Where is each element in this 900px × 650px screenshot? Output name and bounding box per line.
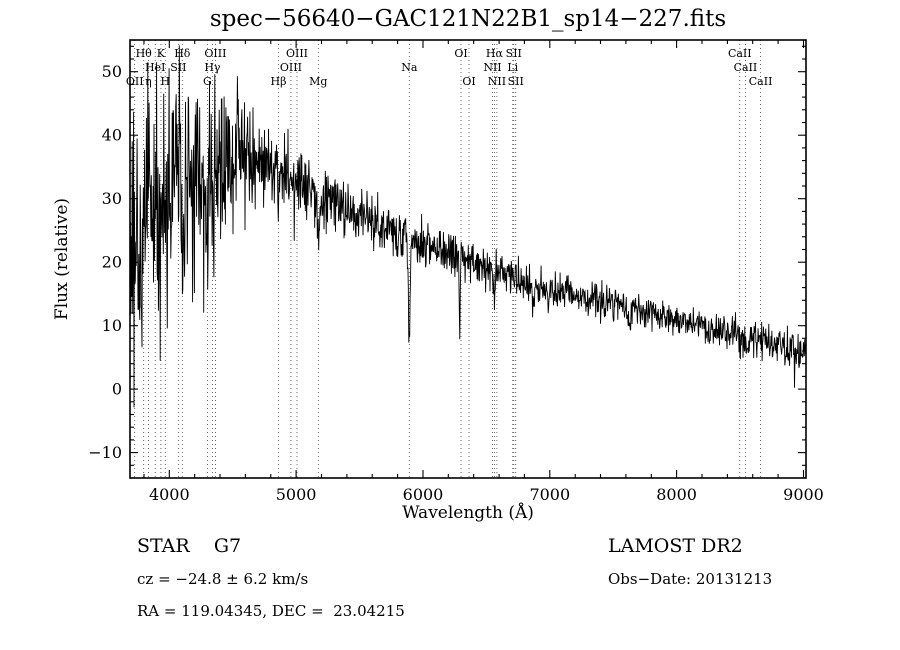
x-tick-label: 4000 bbox=[149, 485, 190, 504]
object-classification: STAR G7 bbox=[137, 535, 242, 557]
line-label-Hβ: Hβ bbox=[271, 75, 287, 88]
line-label-Mg: Mg bbox=[309, 75, 327, 88]
line-label-CaII: CaII bbox=[734, 61, 758, 74]
line-label-Na: Na bbox=[401, 61, 418, 74]
line-label-Hγ: Hγ bbox=[204, 61, 221, 74]
line-label-K: K bbox=[157, 47, 166, 60]
x-tick-label: 5000 bbox=[276, 485, 317, 504]
y-tick-label: 0 bbox=[112, 380, 122, 399]
y-tick-label: 50 bbox=[102, 62, 122, 81]
line-label-H: H bbox=[161, 75, 171, 88]
line-label-OIII: OIII bbox=[204, 47, 226, 60]
line-label-NII: NII bbox=[483, 61, 501, 74]
line-label-OIII: OIII bbox=[280, 61, 302, 74]
line-label-Hα: Hα bbox=[486, 47, 504, 60]
line-label-HeI: HeI bbox=[145, 61, 165, 74]
line-label-Hθ: Hθ bbox=[136, 47, 153, 60]
x-tick-label: 7000 bbox=[529, 485, 570, 504]
line-label-OIII: OIII bbox=[286, 47, 308, 60]
y-tick-label: −10 bbox=[88, 443, 122, 462]
x-tick-labels: 4000 5000 6000 7000 8000 9000 bbox=[149, 485, 824, 504]
line-label-OII: OII bbox=[126, 75, 144, 88]
obs-date: Obs−Date: 20131213 bbox=[608, 570, 773, 588]
line-label-G: G bbox=[203, 75, 212, 88]
line-label-SII: SII bbox=[506, 47, 522, 60]
line-label-OI: OI bbox=[462, 75, 475, 88]
line-label-SII: SII bbox=[170, 61, 186, 74]
y-tick-labels: −10 0 10 20 30 40 50 bbox=[88, 62, 122, 462]
plot-frame bbox=[129, 39, 807, 479]
line-label-CaII: CaII bbox=[749, 75, 773, 88]
y-tick-label: 40 bbox=[102, 126, 122, 145]
x-tick-label: 6000 bbox=[403, 485, 444, 504]
line-label-NII: NII bbox=[488, 75, 506, 88]
y-tick-label: 30 bbox=[102, 189, 122, 208]
axis-ticks bbox=[130, 40, 806, 479]
spectrum-trace bbox=[130, 45, 806, 408]
line-label-CaII: CaII bbox=[728, 47, 752, 60]
radial-velocity: cz = −24.8 ± 6.2 km/s bbox=[137, 570, 309, 588]
line-label-Hδ: Hδ bbox=[174, 47, 191, 60]
y-tick-label: 20 bbox=[102, 253, 122, 272]
line-label-OI: OI bbox=[454, 47, 467, 60]
plot-title: spec−56640−GAC121N22B1_sp14−227.fits bbox=[209, 6, 727, 32]
y-tick-label: 10 bbox=[102, 316, 122, 335]
survey-name: LAMOST DR2 bbox=[608, 535, 743, 557]
line-label-SII: SII bbox=[508, 75, 524, 88]
x-axis-label: Wavelength (Å) bbox=[402, 503, 534, 523]
x-tick-label: 8000 bbox=[656, 485, 697, 504]
y-axis-label: Flux (relative) bbox=[52, 197, 72, 321]
line-label-Li: Li bbox=[507, 61, 518, 74]
coordinates: RA = 119.04345, DEC = 23.04215 bbox=[137, 602, 405, 620]
x-tick-label: 9000 bbox=[783, 485, 824, 504]
line-label-η: η bbox=[145, 75, 152, 88]
